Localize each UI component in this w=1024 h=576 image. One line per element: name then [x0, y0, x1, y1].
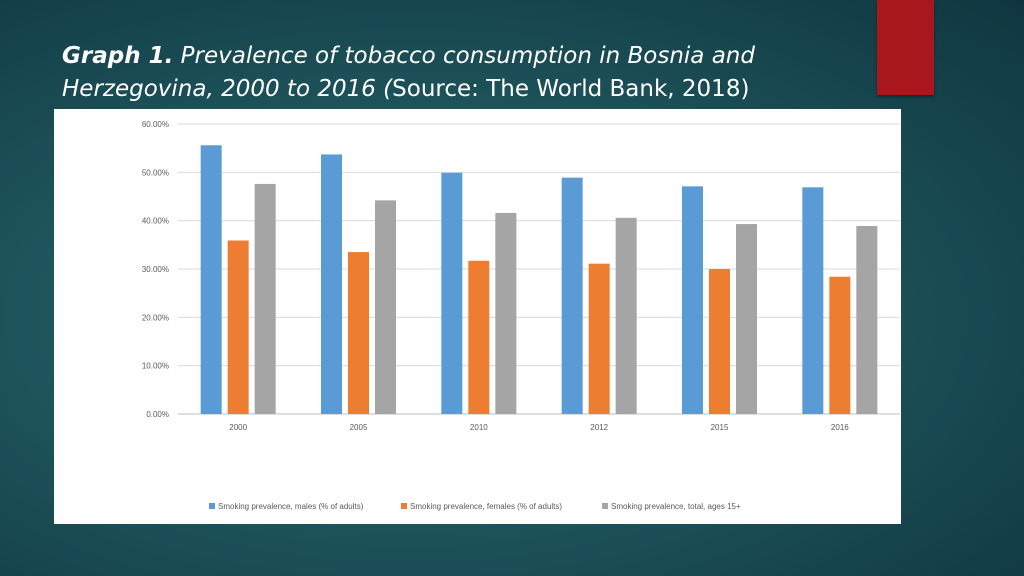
bar	[321, 154, 342, 414]
y-tick-label: 40.00%	[142, 217, 169, 226]
slide-title: Graph 1. Prevalence of tobacco consumpti…	[62, 40, 862, 106]
y-tick-label: 10.00%	[142, 362, 169, 371]
y-tick-label: 0.00%	[146, 410, 169, 419]
title-description: Prevalence of tobacco consumption in Bos…	[62, 43, 755, 102]
x-tick-label: 2005	[350, 423, 368, 432]
bar	[682, 186, 703, 414]
bar	[375, 200, 396, 414]
legend-swatch	[209, 503, 215, 509]
x-tick-label: 2016	[831, 423, 849, 432]
bar	[736, 224, 757, 414]
x-tick-label: 2012	[590, 423, 608, 432]
bar	[561, 177, 583, 414]
y-tick-label: 30.00%	[142, 265, 169, 274]
bar	[495, 212, 517, 414]
bar	[802, 187, 824, 414]
bar	[615, 217, 637, 414]
legend-label: Smoking prevalence, females (% of adults…	[410, 502, 562, 511]
bar	[200, 145, 222, 414]
bar	[348, 252, 369, 414]
y-tick-label: 50.00%	[142, 168, 169, 177]
chart-panel: 0.00% 10.00% 20.00% 30.00% 40.00% 50.00% 60.00…	[54, 109, 901, 524]
legend-label: Smoking prevalence, males (% of adults)	[218, 502, 364, 511]
bar	[856, 225, 878, 414]
red-accent-block	[877, 0, 934, 95]
title-graph-number: Graph 1.	[62, 43, 174, 69]
y-tick-label: 60.00%	[142, 120, 169, 129]
bar	[588, 263, 610, 414]
bar	[254, 183, 276, 414]
title-source: Source: The World Bank, 2018)	[392, 76, 750, 102]
bar	[709, 269, 730, 414]
bar	[468, 260, 490, 414]
legend-swatch	[602, 503, 608, 509]
bar	[829, 276, 851, 414]
x-tick-label: 2000	[229, 423, 247, 432]
legend-swatch	[401, 503, 407, 509]
bar	[441, 172, 463, 414]
y-tick-label: 20.00%	[142, 313, 169, 322]
legend-label: Smoking prevalence, total, ages 15+	[611, 502, 741, 511]
bar-chart: 0.00% 10.00% 20.00% 30.00% 40.00% 50.00% 60.00…	[142, 120, 900, 511]
x-tick-label: 2010	[470, 423, 488, 432]
x-tick-label: 2015	[711, 423, 729, 432]
bar	[227, 240, 249, 414]
